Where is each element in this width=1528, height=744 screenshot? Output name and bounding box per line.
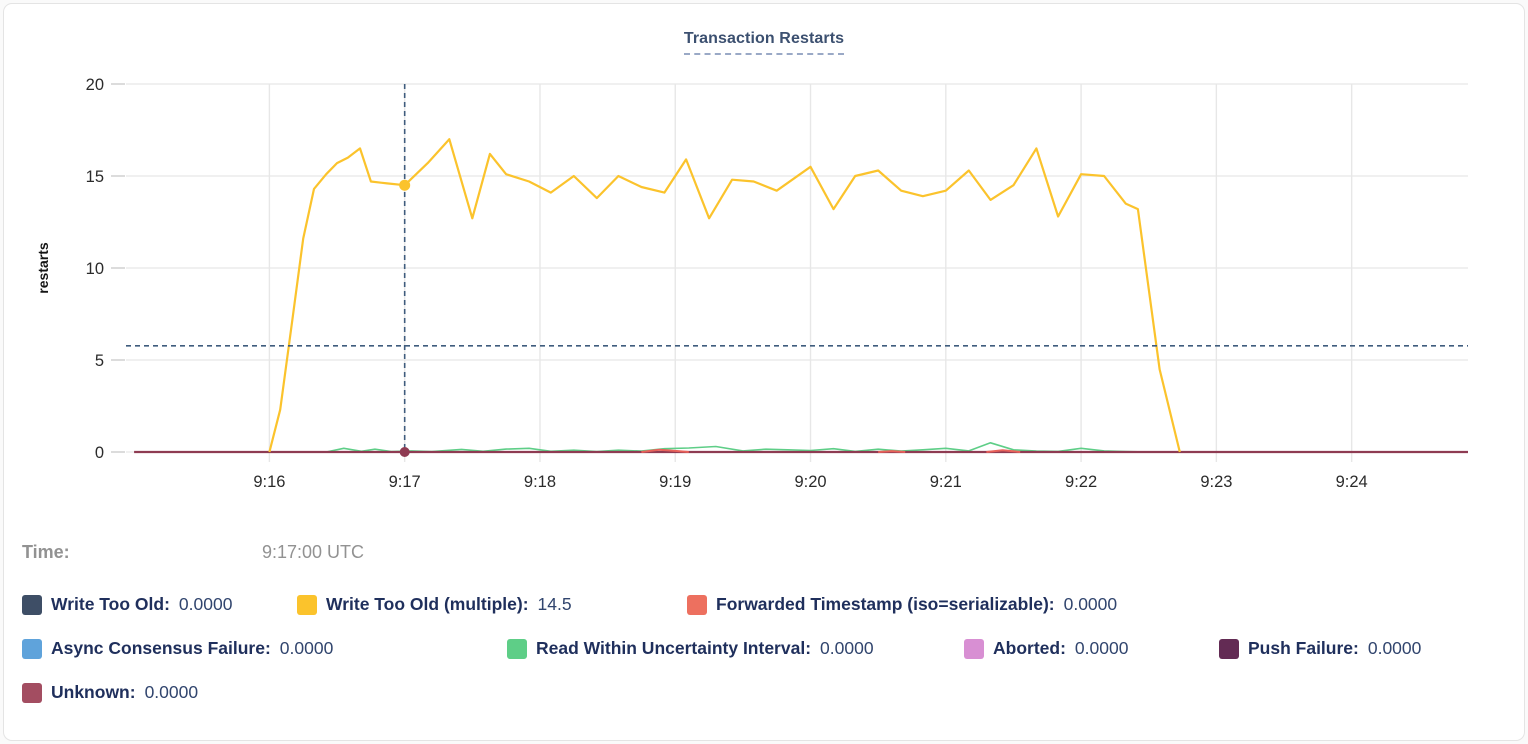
y-tick-label: 5 bbox=[95, 352, 104, 370]
legend-series-value: 0.0000 bbox=[279, 638, 334, 658]
legend-series-label: Async Consensus Failure: bbox=[51, 638, 271, 658]
legend-item: Write Too Old (multiple): 14.5 bbox=[297, 594, 687, 615]
y-tick-label: 15 bbox=[86, 168, 104, 186]
y-tick-label: 20 bbox=[86, 76, 104, 94]
legend-row: Async Consensus Failure: 0.0000 Read Withi… bbox=[22, 638, 1524, 659]
legend-row: Write Too Old: 0.0000 Write Too Old (multi… bbox=[22, 594, 1524, 615]
legend-series-label: Aborted: bbox=[993, 638, 1066, 658]
legend-series-label: Write Too Old (multiple): bbox=[326, 594, 529, 614]
legend-series-value: 14.5 bbox=[537, 594, 572, 614]
legend-swatch bbox=[507, 638, 527, 659]
transaction-restarts-panel: Transaction Restarts 0 5 10 15 20 9:16 9:17 9:1… bbox=[3, 3, 1525, 741]
x-tick-label: 9:17 bbox=[389, 473, 421, 491]
hover-point bbox=[399, 179, 411, 191]
x-tick-label: 9:16 bbox=[253, 473, 285, 491]
hover-time-label: Time: bbox=[22, 541, 70, 562]
legend-series-value: 0.0000 bbox=[1367, 638, 1422, 658]
chart-title[interactable]: Transaction Restarts bbox=[683, 30, 845, 55]
x-tick-label: 9:18 bbox=[524, 473, 556, 491]
legend-swatch bbox=[964, 638, 984, 659]
legend-item: Push Failure: 0.0000 bbox=[1219, 638, 1421, 659]
series-line bbox=[986, 449, 1021, 453]
series-line bbox=[878, 450, 906, 453]
chart-title-row: Transaction Restarts bbox=[4, 30, 1524, 60]
x-tick-label: 9:23 bbox=[1200, 473, 1232, 491]
y-axis-title: restarts bbox=[35, 242, 51, 294]
y-tick-label: 0 bbox=[95, 444, 104, 462]
legend-row: Unknown: 0.0000 bbox=[22, 682, 1524, 703]
hover-point bbox=[399, 447, 410, 457]
legend-swatch bbox=[687, 594, 707, 615]
legend-series-value: 0.0000 bbox=[144, 682, 199, 702]
hover-time-row: Time: 9:17:00 UTC bbox=[22, 540, 1524, 564]
x-tick-label: 9:21 bbox=[930, 473, 962, 491]
legend-swatch bbox=[297, 594, 317, 615]
y-tick-label: 10 bbox=[86, 260, 104, 278]
legend-item: Write Too Old: 0.0000 bbox=[22, 594, 297, 615]
legend-series-value: 0.0000 bbox=[1074, 638, 1129, 658]
series-line bbox=[268, 138, 1181, 453]
legend-item: Aborted: 0.0000 bbox=[964, 638, 1219, 659]
legend-series-value: 0.0000 bbox=[178, 594, 233, 614]
legend-series-label: Forwarded Timestamp (iso=serializable): bbox=[716, 594, 1055, 614]
transaction-restarts-chart[interactable]: 0 5 10 15 20 9:16 9:17 9:18 9:19 9:20 9:21 9:22 9:23… bbox=[4, 62, 1522, 510]
legend-swatch bbox=[22, 594, 42, 615]
legend-series-label: Push Failure: bbox=[1248, 638, 1359, 658]
legend-item: Async Consensus Failure: 0.0000 bbox=[22, 638, 507, 659]
legend-item: Read Within Uncertainty Interval: 0.0000 bbox=[507, 638, 964, 659]
x-tick-label: 9:20 bbox=[794, 473, 826, 491]
legend-series-value: 0.0000 bbox=[820, 638, 874, 658]
legend-series-value: 0.0000 bbox=[1063, 594, 1118, 614]
legend-series-label: Write Too Old: bbox=[51, 594, 170, 614]
series-line bbox=[641, 448, 689, 453]
legend-swatch bbox=[22, 638, 42, 659]
legend-swatch bbox=[1219, 638, 1239, 659]
legend-swatch bbox=[22, 682, 42, 703]
chart-legend: Write Too Old: 0.0000 Write Too Old (multi… bbox=[22, 594, 1524, 703]
x-tick-label: 9:22 bbox=[1065, 473, 1097, 491]
legend-series-label: Unknown: bbox=[51, 682, 136, 702]
legend-series-label: Read Within Uncertainty Interval: bbox=[536, 638, 812, 658]
x-tick-label: 9:19 bbox=[659, 473, 691, 491]
series-line bbox=[326, 441, 1149, 453]
legend-item: Unknown: 0.0000 bbox=[22, 682, 198, 703]
legend-item: Forwarded Timestamp (iso=serializable): 0… bbox=[687, 594, 1117, 615]
hover-time-value: 9:17:00 UTC bbox=[262, 541, 365, 562]
x-tick-label: 9:24 bbox=[1336, 473, 1368, 491]
